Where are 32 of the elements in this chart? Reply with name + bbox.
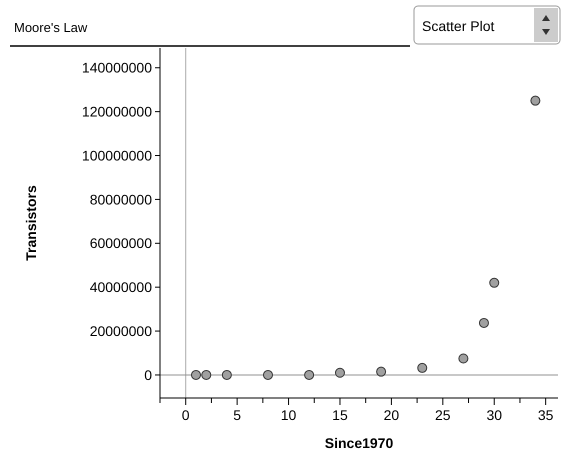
x-tick-label: 20 bbox=[384, 407, 400, 423]
point bbox=[458, 354, 468, 364]
x-tick-label: 15 bbox=[332, 407, 348, 423]
point bbox=[530, 96, 540, 106]
y-tick-label: 20000000 bbox=[90, 322, 152, 339]
x-axis-title: Since1970 bbox=[324, 435, 394, 451]
point bbox=[222, 370, 232, 380]
y-tick-label: 80000000 bbox=[90, 191, 152, 208]
point bbox=[190, 370, 201, 380]
y-tick-label: 140000000 bbox=[82, 60, 152, 76]
x-tick-label: 25 bbox=[435, 407, 451, 423]
x-tick-label: 0 bbox=[182, 407, 190, 423]
y-tick-label: 100000000 bbox=[82, 147, 152, 164]
point bbox=[201, 370, 212, 380]
x-tick-label: 5 bbox=[233, 407, 242, 423]
y-tick-label: 40000000 bbox=[90, 279, 152, 296]
y-tick-label: 0 bbox=[144, 366, 152, 383]
point bbox=[489, 278, 500, 288]
point bbox=[417, 362, 428, 373]
text: Scatter Plot bbox=[422, 18, 494, 34]
x-tick-label: 35 bbox=[538, 407, 554, 423]
point bbox=[478, 318, 489, 328]
y-tick-label: 120000000 bbox=[82, 104, 152, 120]
y-tick-label: 60000000 bbox=[90, 235, 152, 252]
point bbox=[304, 370, 314, 380]
x-tick-label: 10 bbox=[280, 407, 297, 423]
text: Moore's Law bbox=[14, 20, 88, 35]
x-tick-label: 30 bbox=[486, 407, 502, 423]
point bbox=[334, 368, 345, 378]
point bbox=[376, 366, 386, 377]
point bbox=[262, 370, 273, 380]
y-axis-title: Transistors bbox=[23, 185, 39, 261]
